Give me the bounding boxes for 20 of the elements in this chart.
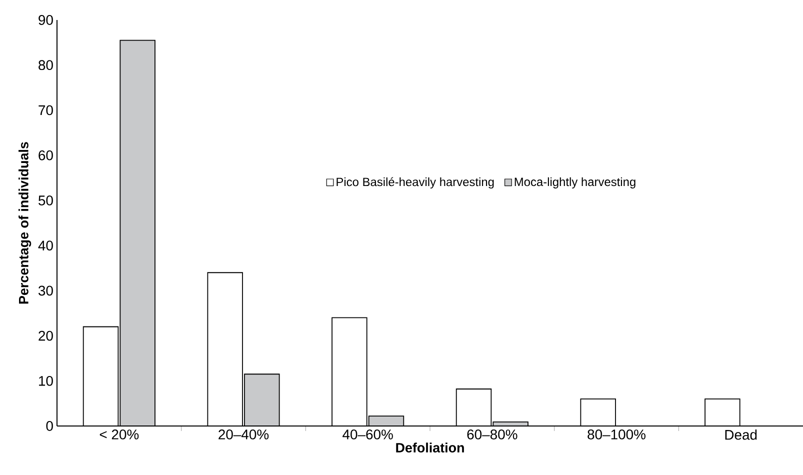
y-axis-title: Percentage of individuals bbox=[18, 142, 32, 304]
legend-label: Moca-lightly harvesting bbox=[514, 177, 636, 188]
x-tick-label: < 20% bbox=[100, 430, 139, 440]
y-tick-label: 80 bbox=[38, 60, 53, 70]
y-tick-label: 90 bbox=[38, 15, 53, 25]
y-tick-label: 0 bbox=[46, 421, 53, 431]
y-tick-label: 60 bbox=[38, 150, 53, 160]
y-tick-label: 10 bbox=[39, 376, 53, 386]
y-tick-label: 50 bbox=[38, 196, 53, 206]
y-tick-label: 70 bbox=[38, 105, 53, 116]
x-tick-label: 80–100% bbox=[588, 430, 646, 440]
y-tick-label: 40 bbox=[38, 240, 53, 250]
y-tick-label: 30 bbox=[38, 286, 53, 296]
x-tick-label: 20–40% bbox=[218, 430, 269, 440]
y-tick-label: 20 bbox=[38, 330, 53, 341]
x-tick-label: Dead bbox=[725, 430, 757, 440]
x-tick-label: 60–80% bbox=[467, 430, 518, 440]
legend-label: Pico Basilé-heavily harvesting bbox=[336, 177, 494, 189]
x-tick-label: 40–60% bbox=[342, 430, 393, 440]
x-axis-title: Defoliation bbox=[396, 442, 464, 452]
